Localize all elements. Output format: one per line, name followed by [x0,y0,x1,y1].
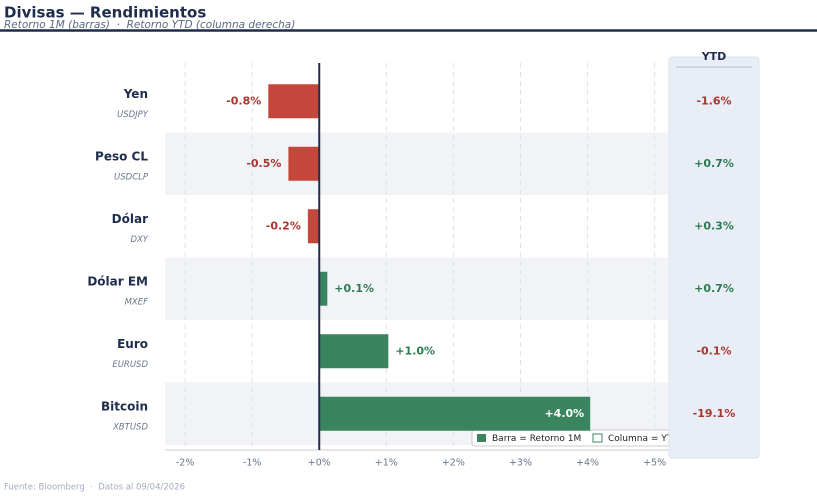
category-code: USDJPY [117,110,149,120]
category-label: Peso CL [95,149,148,163]
x-tick-label: +4% [576,458,599,469]
value-label: -0.8% [226,94,261,107]
ytd-panel [668,56,760,459]
x-tick-label: +0% [308,458,331,469]
chart-title: Divisas — Rendimientos [4,4,206,22]
category-code: USDCLP [114,172,149,182]
x-tick-label: -2% [176,458,195,469]
ytd-value: +0.7% [694,157,734,170]
x-tick-label: +2% [442,458,465,469]
value-label: -0.2% [266,219,301,232]
ytd-value: +0.7% [694,282,734,295]
bar [319,396,591,431]
bar [288,146,320,181]
row-band [165,257,668,320]
category-code: XBTUSD [112,422,148,432]
value-label: +1.0% [395,344,435,357]
category-label: Dólar [112,212,148,226]
x-tick-label: +1% [375,458,398,469]
bar [319,271,328,306]
bar [268,84,320,119]
value-label: +0.1% [334,282,374,295]
category-label: Yen [123,87,148,101]
ytd-value: -1.6% [696,94,731,107]
bar [319,334,389,369]
bar [307,209,320,244]
row-band [165,132,668,195]
ytd-value: -0.1% [696,344,731,357]
value-label: -0.5% [246,157,281,170]
legend-swatch [592,433,603,443]
category-code: DXY [130,235,148,245]
x-tick-label: +5% [643,458,666,469]
ytd-value: +0.3% [694,219,734,232]
category-label: Dólar EM [87,274,148,288]
legend-label: Columna = YTD [608,434,679,444]
footer: Fuente: Bloomberg · Datos al 09/04/2026 [4,483,185,493]
category-label: Euro [117,337,148,351]
category-code: MXEF [125,297,149,307]
legend-swatch [477,434,486,442]
category-code: EURUSD [112,360,148,370]
value-label: +4.0% [544,407,584,420]
category-label: Bitcoin [101,399,148,413]
legend-label: Barra = Retorno 1M [492,434,581,444]
chart-subtitle: Retorno 1M (barras) · Retorno YTD (colum… [4,19,295,31]
ytd-value: -19.1% [693,407,736,420]
ytd-header: YTD [701,50,727,63]
x-tick-label: -1% [243,458,262,469]
x-tick-label: +3% [509,458,532,469]
